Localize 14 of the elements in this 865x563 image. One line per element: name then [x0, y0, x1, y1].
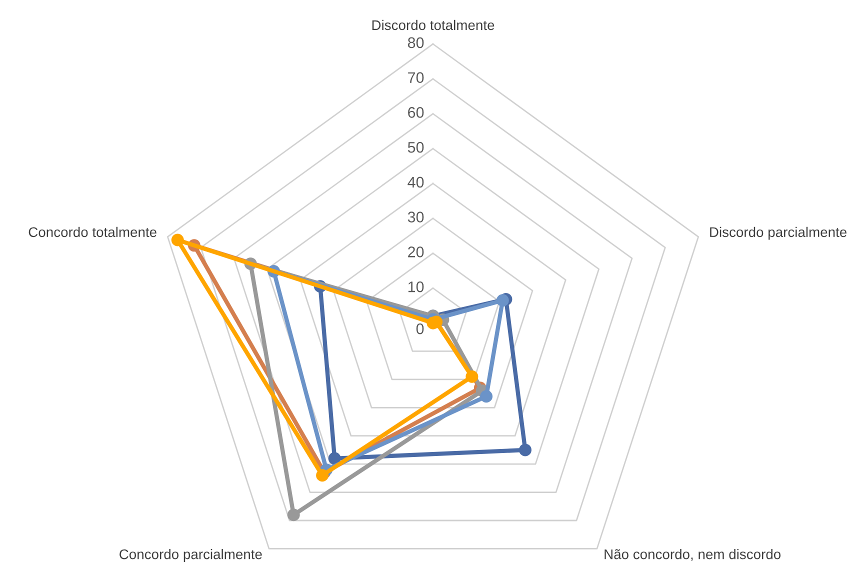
y-tick-label: 60 [408, 107, 424, 118]
y-tick-label: 20 [408, 246, 424, 258]
y-tick-label: 40 [408, 176, 424, 188]
y-tick-label: 0 [416, 323, 424, 334]
spoke-label: Discordo totalmente [372, 20, 494, 30]
y-tick-label: 50 [408, 142, 424, 153]
y-tick-label: 30 [408, 212, 424, 222]
spoke-label: Discordo parcialmente [710, 226, 847, 240]
y-tick-label: 70 [408, 72, 424, 83]
spoke-label: Concordo parcialmente [120, 549, 262, 562]
y-tick-label: 10 [408, 281, 424, 292]
spoke-label: Concordo totalmente [28, 226, 156, 238]
spoke-label: Não concordo, nem discordo [604, 549, 781, 561]
y-tick-label: 80 [408, 37, 424, 48]
